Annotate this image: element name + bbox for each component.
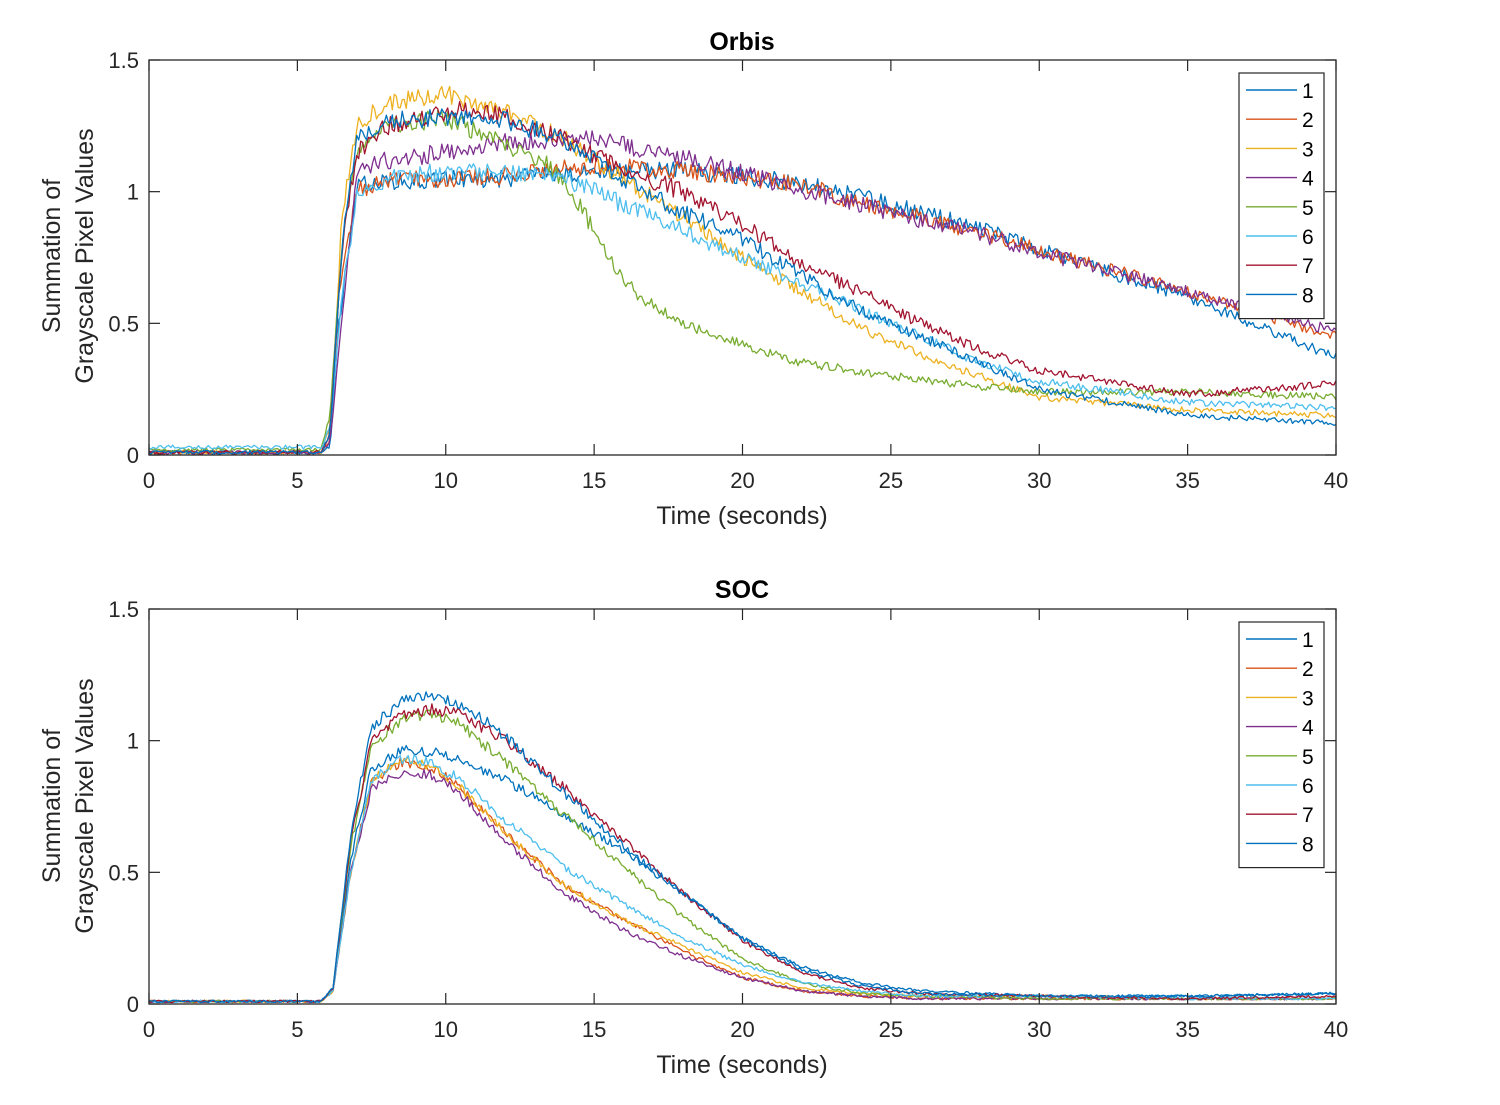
y-tick-label: 1.5 <box>108 48 139 73</box>
chart-title: SOC <box>715 576 769 604</box>
x-tick-label: 10 <box>434 468 458 493</box>
legend-label-1: 1 <box>1302 80 1314 103</box>
x-tick-label: 35 <box>1175 1017 1199 1042</box>
y-axis-label-line-2: Grayscale Pixel Values <box>71 678 99 933</box>
x-tick-label: 20 <box>730 1017 754 1042</box>
x-tick-label: 30 <box>1027 1017 1051 1042</box>
x-tick-label: 15 <box>582 1017 606 1042</box>
orbis-chart: Orbis 0 5 10 15 20 25 30 35 40 0 0.5 1 1.5 1 2 3 4 5 6 7 8 T… <box>38 28 1348 530</box>
x-tick-label: 25 <box>879 1017 903 1042</box>
legend-label-5: 5 <box>1302 197 1314 220</box>
x-axis-label: Time (seconds) <box>656 1051 827 1079</box>
x-tick-label: 15 <box>582 468 606 493</box>
x-tick-label: 25 <box>879 468 903 493</box>
x-tick-label: 35 <box>1175 468 1199 493</box>
y-tick-label: 0.5 <box>108 311 139 336</box>
x-tick-label: 0 <box>143 468 155 493</box>
y-tick-label: 0 <box>127 992 139 1017</box>
series-line-8 <box>148 691 1337 1004</box>
legend: 1 2 3 4 5 6 7 8 <box>1238 621 1325 869</box>
legend-box <box>1238 621 1325 869</box>
legend-label-8: 8 <box>1302 284 1314 307</box>
legend-label-4: 4 <box>1302 717 1314 740</box>
y-axis-label-line-1: Summation of <box>38 179 66 333</box>
plot-area: 0 5 10 15 20 25 30 35 40 0 0.5 1 1.5 1 2 3 4 5 6 7 8 <box>108 48 1348 493</box>
x-tick-label: 0 <box>143 1017 155 1042</box>
x-tick-label: 5 <box>291 468 303 493</box>
x-tick-label: 10 <box>434 1017 458 1042</box>
legend-label-7: 7 <box>1302 255 1314 278</box>
legend-label-6: 6 <box>1302 775 1314 798</box>
x-tick-label: 40 <box>1324 1017 1348 1042</box>
legend-label-6: 6 <box>1302 226 1314 249</box>
legend-label-3: 3 <box>1302 138 1314 161</box>
y-tick-label: 0.5 <box>108 860 139 885</box>
soc-chart: SOC 0 5 10 15 20 25 30 35 40 0 0.5 1 1.5 1 2 3 4 5 6 7 8 Tim… <box>38 576 1348 1079</box>
legend-label-4: 4 <box>1302 168 1314 191</box>
y-tick-label: 1 <box>127 729 139 754</box>
legend-label-5: 5 <box>1302 746 1314 769</box>
legend-label-1: 1 <box>1302 629 1314 652</box>
y-axis-label-line-1: Summation of <box>38 729 66 883</box>
y-tick-label: 1.5 <box>108 597 139 622</box>
series-line-4 <box>148 130 1337 455</box>
legend-label-2: 2 <box>1302 109 1314 132</box>
chart-title: Orbis <box>709 28 774 56</box>
series-line-2 <box>148 157 1337 455</box>
legend: 1 2 3 4 5 6 7 8 <box>1238 72 1325 320</box>
x-tick-label: 5 <box>291 1017 303 1042</box>
series-group <box>148 85 1337 455</box>
x-tick-label: 40 <box>1324 468 1348 493</box>
legend-label-7: 7 <box>1302 804 1314 827</box>
series-line-8 <box>148 108 1337 455</box>
series-group <box>148 691 1337 1004</box>
legend-box <box>1238 72 1325 320</box>
series-line-3 <box>148 85 1337 455</box>
series-line-6 <box>148 754 1337 1004</box>
legend-label-3: 3 <box>1302 687 1314 710</box>
legend-label-2: 2 <box>1302 658 1314 681</box>
legend-label-8: 8 <box>1302 833 1314 856</box>
plot-area: 0 5 10 15 20 25 30 35 40 0 0.5 1 1.5 1 2 3 4 5 6 7 8 <box>108 597 1348 1042</box>
y-tick-label: 0 <box>127 443 139 468</box>
y-axis-label-line-2: Grayscale Pixel Values <box>71 128 99 383</box>
x-axis-label: Time (seconds) <box>656 502 827 530</box>
y-tick-label: 1 <box>127 180 139 205</box>
x-tick-label: 30 <box>1027 468 1051 493</box>
x-tick-label: 20 <box>730 468 754 493</box>
series-line-6 <box>148 163 1337 450</box>
